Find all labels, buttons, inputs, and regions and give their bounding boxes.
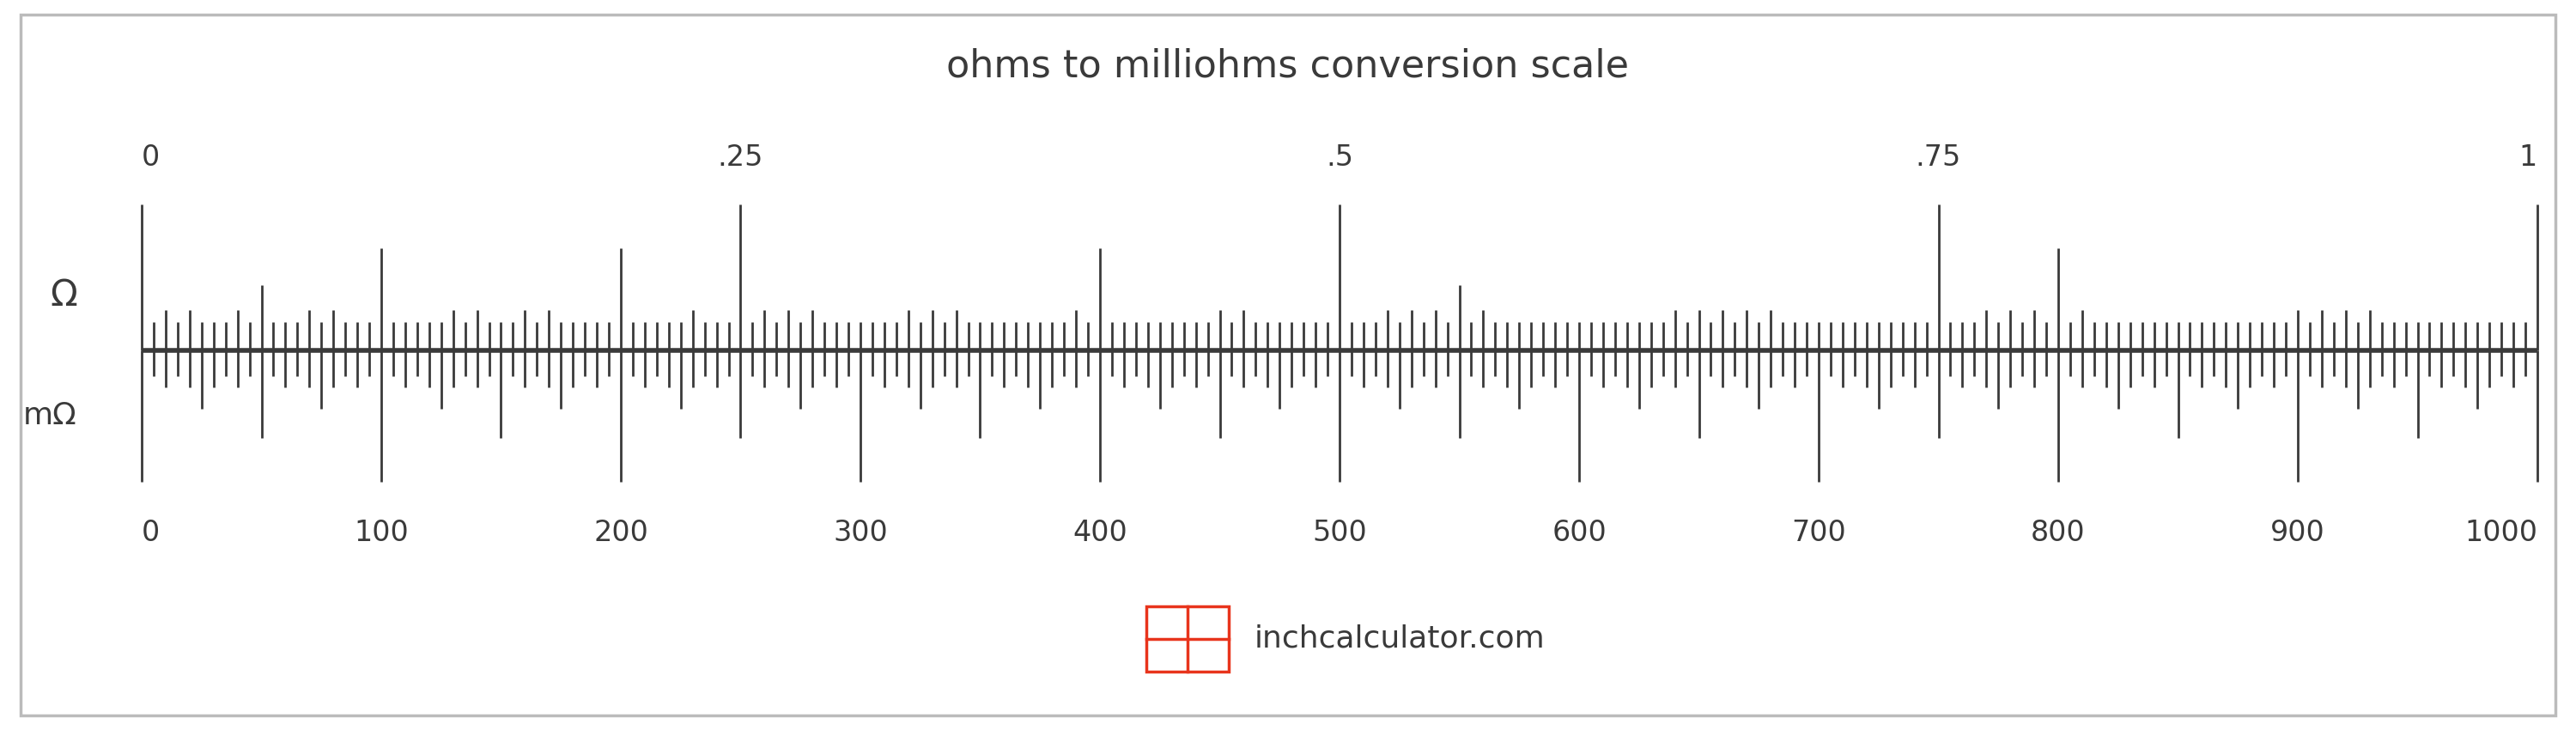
Text: 1000: 1000 <box>2465 518 2537 547</box>
Text: inchcalculator.com: inchcalculator.com <box>1255 624 1546 653</box>
Text: 800: 800 <box>2030 518 2087 547</box>
Text: ohms to milliohms conversion scale: ohms to milliohms conversion scale <box>948 47 1628 84</box>
Text: 400: 400 <box>1072 518 1128 547</box>
Text: .25: .25 <box>719 143 762 172</box>
Text: Ω: Ω <box>49 277 77 314</box>
Text: 500: 500 <box>1311 518 1368 547</box>
Text: 900: 900 <box>2269 518 2326 547</box>
Text: 600: 600 <box>1551 518 1607 547</box>
Text: 1: 1 <box>2519 143 2537 172</box>
Text: .75: .75 <box>1917 143 1960 172</box>
Text: 200: 200 <box>592 518 649 547</box>
Text: .5: .5 <box>1327 143 1352 172</box>
Text: 100: 100 <box>353 518 410 547</box>
Text: 700: 700 <box>1790 518 1847 547</box>
Text: 0: 0 <box>142 518 160 547</box>
Text: 0: 0 <box>142 143 160 172</box>
Text: 300: 300 <box>832 518 889 547</box>
Text: mΩ: mΩ <box>23 402 77 431</box>
